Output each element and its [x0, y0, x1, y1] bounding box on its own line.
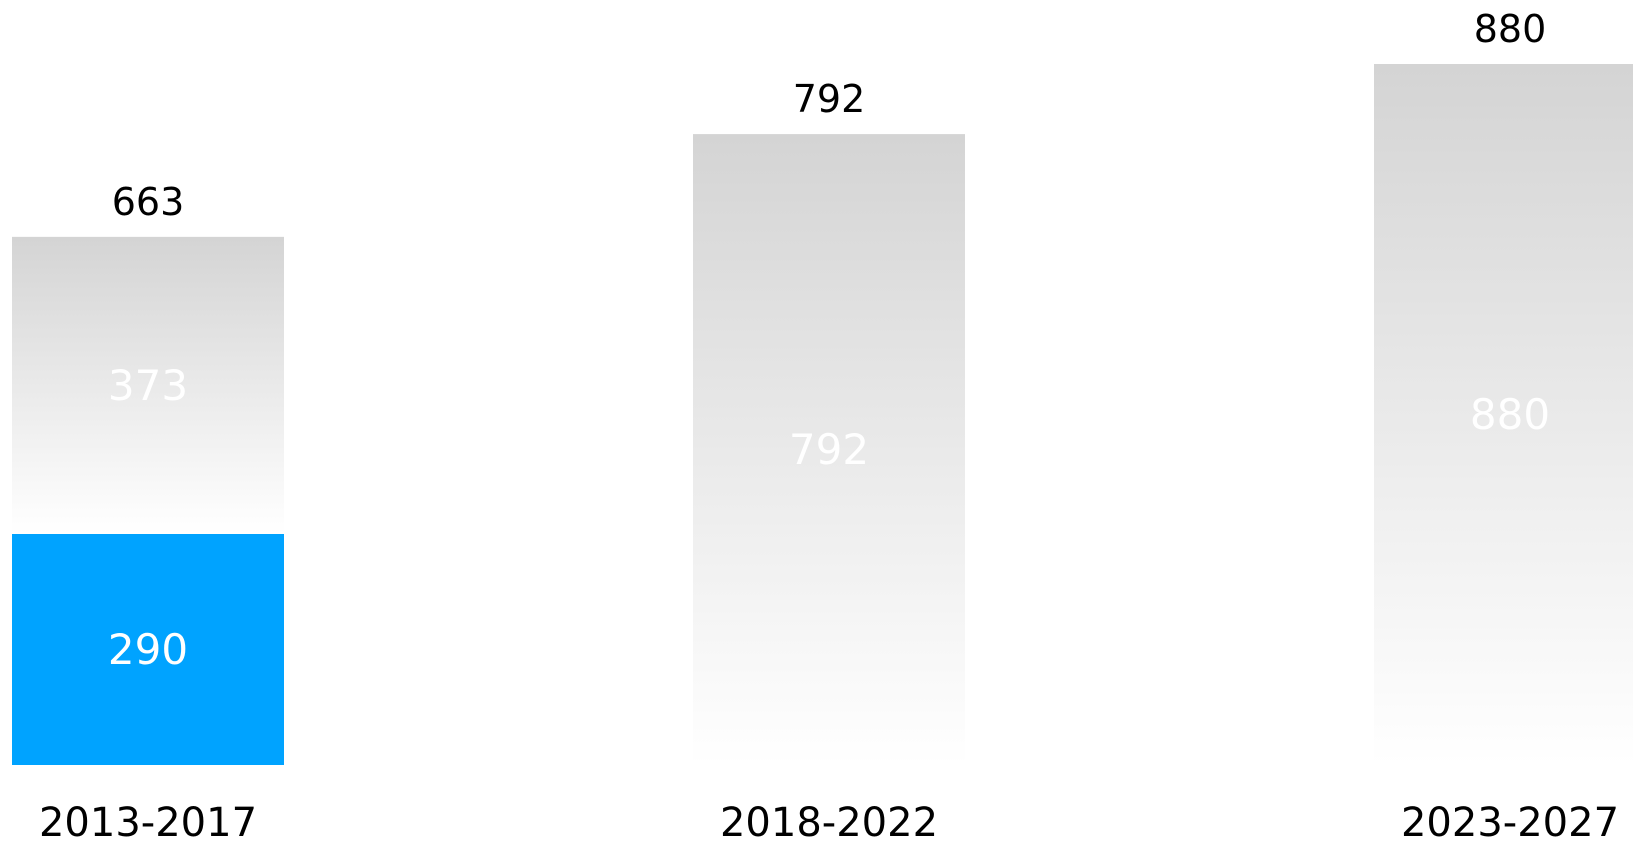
- labels-group: 290 373 663 2013-2017 792 792 2018-2022 880 880 2…: [39, 7, 1619, 841]
- category-label: 2013-2017: [39, 800, 257, 841]
- segment-value-label: 880: [1470, 390, 1550, 439]
- segment-value-label: 290: [108, 625, 188, 674]
- segment-value-label: 792: [789, 425, 869, 474]
- bars-group: [12, 64, 1633, 766]
- bar-segment-2013-2017-s0: [12, 533, 284, 765]
- bar-segment-2023-2027-s1: [1374, 64, 1633, 765]
- total-value-label: 663: [112, 180, 185, 224]
- segment-value-label: 373: [108, 361, 188, 410]
- total-value-label: 880: [1474, 7, 1547, 51]
- bar-segment-2013-2017-s1: [12, 236, 284, 534]
- category-label: 2023-2027: [1401, 800, 1619, 841]
- bar-segment-2018-2022-s1: [693, 134, 965, 766]
- total-value-label: 792: [793, 77, 866, 121]
- category-label: 2018-2022: [720, 800, 938, 841]
